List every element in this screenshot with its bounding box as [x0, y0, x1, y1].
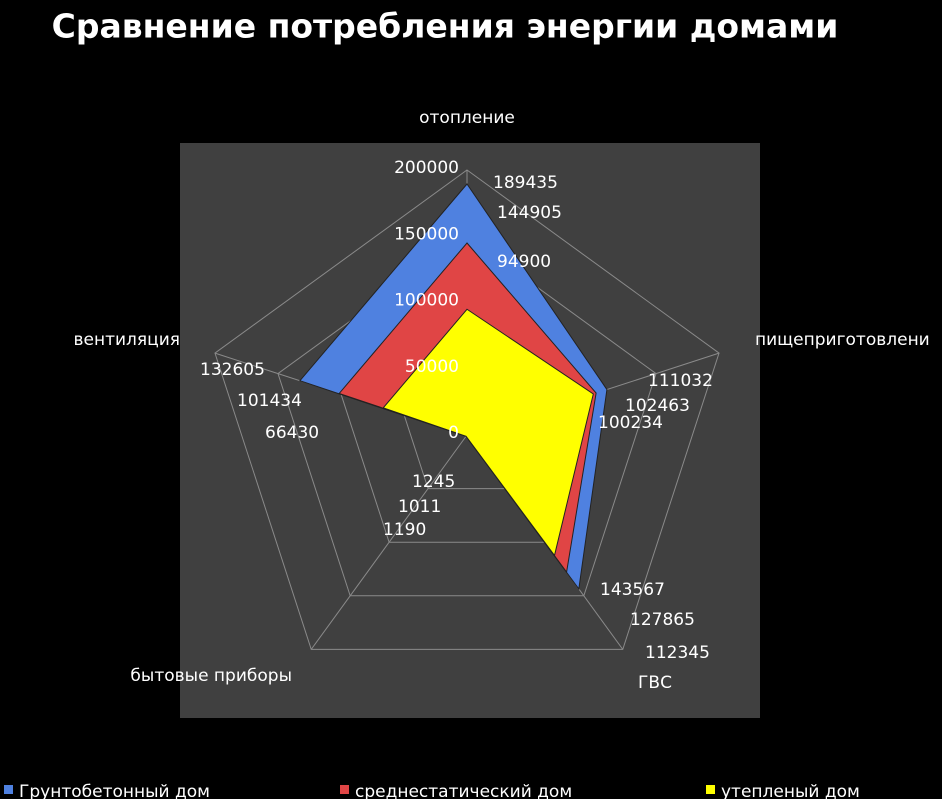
tick-label: 200000 — [394, 158, 459, 178]
grid-ring — [277, 235, 657, 597]
category-label: отопление — [419, 108, 515, 128]
grid-ring — [214, 169, 720, 650]
chart-title: Сравнение потребления энергии домами — [52, 7, 839, 46]
data-label: 112345 — [645, 643, 710, 663]
data-label: 66430 — [265, 423, 319, 443]
tick-label: 100000 — [394, 291, 459, 311]
series-area — [382, 308, 594, 557]
legend-swatch — [340, 785, 349, 794]
spoke — [310, 434, 468, 650]
category-label: пищеприготовлени — [755, 330, 930, 350]
data-label: 100234 — [598, 413, 663, 433]
data-label: 111032 — [648, 371, 713, 391]
legend-swatch — [706, 785, 715, 794]
data-label: 1245 — [412, 472, 455, 492]
tick-label: 50000 — [405, 357, 459, 377]
category-label: бытовые приборы — [130, 666, 292, 686]
data-label: 101434 — [237, 391, 302, 411]
category-label: вентиляция — [74, 330, 180, 350]
legend-swatch — [4, 785, 13, 794]
category-label: ГВС — [638, 673, 672, 693]
legend-label: среднестатический дом — [355, 782, 572, 799]
data-label: 127865 — [630, 610, 695, 630]
data-label: 102463 — [625, 396, 690, 416]
data-label: 132605 — [200, 360, 265, 380]
data-label: 144905 — [497, 203, 562, 223]
tick-label: 0 — [448, 423, 459, 443]
data-label: 1190 — [383, 520, 426, 540]
data-label: 189435 — [493, 173, 558, 193]
data-label: 143567 — [600, 580, 665, 600]
data-label: 1011 — [398, 497, 441, 517]
legend-label: Грунтобетонный дом — [19, 782, 210, 799]
legend-label: утепленый дом — [721, 782, 860, 799]
data-label: 94900 — [497, 252, 551, 272]
tick-label: 150000 — [394, 224, 459, 244]
